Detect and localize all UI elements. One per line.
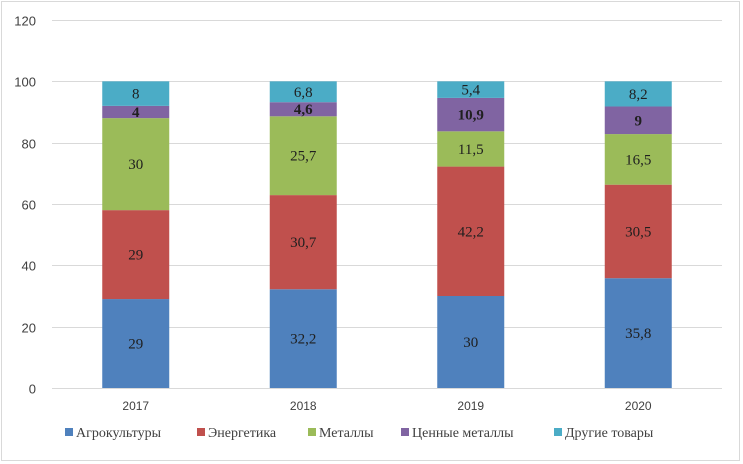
bar-segment [437, 131, 505, 167]
data-label: 10,9 [458, 108, 484, 124]
bar-segment [604, 278, 672, 388]
bar-segment [604, 184, 672, 279]
y-tick-label: 40 [22, 259, 36, 274]
bar-segment [437, 296, 505, 388]
data-label: 25,7 [290, 149, 317, 165]
bar-segment [269, 102, 337, 117]
data-label: 8,2 [629, 87, 648, 103]
data-label: 42,2 [458, 224, 484, 240]
bar-segment [604, 134, 672, 185]
bar-segment [102, 210, 170, 300]
legend-label: Энергетика [208, 426, 277, 441]
bar-segment [269, 116, 337, 196]
x-axis: 2017 2018 2019 2020 [122, 399, 652, 413]
x-tick-label: 2018 [290, 399, 317, 413]
data-label: 35,8 [625, 326, 651, 342]
data-label: 29 [128, 248, 143, 264]
legend-swatch [308, 428, 316, 436]
y-axis: 0 20 40 60 80 100 120 [14, 14, 36, 397]
bar-segment [269, 81, 337, 103]
y-tick-label: 60 [22, 198, 36, 213]
data-label: 16,5 [625, 152, 651, 168]
y-tick-label: 100 [14, 75, 36, 90]
x-tick-label: 2017 [122, 399, 149, 413]
bar-segment [102, 81, 170, 106]
y-tick-label: 120 [14, 14, 36, 29]
legend: Агрокультуры Энергетика Металлы Ценные мета… [65, 426, 654, 441]
legend-swatch [401, 428, 409, 436]
bar-segment [269, 289, 337, 388]
bars: 29 29 30 4 8 32,2 30,7 25,7 4,66,8 30 42,2 11,5 10,9… [102, 81, 672, 388]
bar-segment [437, 97, 505, 132]
legend-label: Металлы [319, 426, 374, 441]
bar-segment [437, 166, 505, 296]
y-tick-label: 80 [22, 137, 36, 152]
data-label: 6,8 [294, 85, 313, 101]
data-label: 5,4 [461, 83, 480, 99]
data-label: 9 [635, 113, 643, 129]
y-tick-label: 20 [22, 321, 36, 336]
bar-segment [604, 81, 672, 107]
legend-label: Ценные металлы [412, 426, 514, 441]
data-label: 32,2 [290, 332, 316, 348]
data-label: 8 [132, 87, 140, 103]
legend-swatch [554, 428, 562, 436]
data-label: 4 [132, 105, 140, 121]
bar-segment [269, 195, 337, 290]
data-label: 30,5 [625, 224, 651, 240]
x-tick-label: 2020 [625, 399, 652, 413]
data-label: 29 [128, 337, 143, 353]
data-label: 30 [128, 157, 143, 173]
bar-segment [437, 81, 505, 98]
data-label: 11,5 [458, 142, 484, 158]
bar-segment [102, 105, 170, 119]
data-label: 30 [463, 335, 478, 351]
legend-label: Другие товары [565, 426, 654, 441]
y-tick-label: 0 [29, 382, 36, 397]
legend-label: Агрокультуры [76, 426, 162, 441]
data-label: 4,6 [294, 102, 313, 118]
data-label: 30,7 [290, 235, 317, 251]
legend-swatch [65, 428, 73, 436]
bar-segment [102, 118, 170, 211]
bar-segment [604, 106, 672, 135]
x-tick-label: 2019 [457, 399, 484, 413]
legend-swatch [197, 428, 205, 436]
bar-segment [102, 299, 170, 388]
